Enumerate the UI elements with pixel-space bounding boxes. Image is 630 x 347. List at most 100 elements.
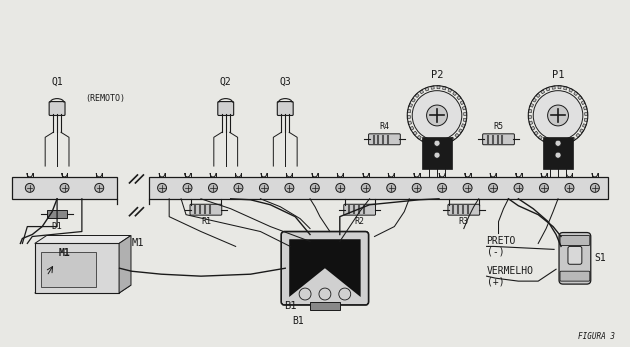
Polygon shape bbox=[580, 129, 584, 133]
Polygon shape bbox=[569, 88, 573, 92]
Polygon shape bbox=[445, 140, 449, 144]
Polygon shape bbox=[561, 142, 564, 145]
Polygon shape bbox=[457, 95, 461, 100]
Circle shape bbox=[514, 184, 523, 192]
FancyBboxPatch shape bbox=[560, 271, 590, 281]
Polygon shape bbox=[578, 95, 582, 100]
Circle shape bbox=[533, 91, 583, 140]
FancyBboxPatch shape bbox=[483, 134, 514, 145]
Polygon shape bbox=[536, 93, 540, 98]
Text: PRETO: PRETO bbox=[486, 236, 516, 246]
Circle shape bbox=[539, 184, 549, 192]
Circle shape bbox=[565, 184, 574, 192]
Polygon shape bbox=[558, 86, 561, 89]
Polygon shape bbox=[440, 142, 443, 145]
Polygon shape bbox=[574, 91, 578, 95]
Polygon shape bbox=[450, 137, 454, 141]
Polygon shape bbox=[413, 131, 417, 135]
FancyBboxPatch shape bbox=[568, 246, 582, 264]
Polygon shape bbox=[546, 87, 550, 91]
Polygon shape bbox=[437, 86, 440, 89]
Circle shape bbox=[434, 140, 440, 146]
Text: B1: B1 bbox=[284, 301, 297, 311]
Polygon shape bbox=[35, 285, 131, 293]
Text: FIGURA 3: FIGURA 3 bbox=[578, 332, 615, 341]
Text: P1: P1 bbox=[552, 70, 564, 80]
Text: Q1: Q1 bbox=[51, 77, 63, 87]
Polygon shape bbox=[584, 118, 588, 122]
Polygon shape bbox=[289, 239, 360, 297]
Circle shape bbox=[555, 152, 561, 158]
Polygon shape bbox=[529, 121, 532, 125]
Bar bbox=[310, 302, 340, 310]
Polygon shape bbox=[549, 141, 553, 145]
Circle shape bbox=[60, 184, 69, 192]
Polygon shape bbox=[552, 86, 555, 89]
Polygon shape bbox=[407, 116, 410, 119]
Circle shape bbox=[285, 184, 294, 192]
Polygon shape bbox=[529, 109, 532, 113]
Polygon shape bbox=[463, 118, 467, 122]
FancyBboxPatch shape bbox=[281, 231, 369, 305]
Circle shape bbox=[260, 184, 268, 192]
Circle shape bbox=[311, 184, 319, 192]
Circle shape bbox=[158, 184, 166, 192]
Polygon shape bbox=[431, 86, 434, 89]
Polygon shape bbox=[581, 101, 585, 104]
Text: VERMELHO: VERMELHO bbox=[486, 266, 534, 276]
Polygon shape bbox=[411, 98, 415, 102]
Polygon shape bbox=[576, 133, 580, 137]
Bar bbox=[13, 177, 117, 199]
FancyBboxPatch shape bbox=[218, 102, 234, 116]
Polygon shape bbox=[529, 116, 531, 119]
FancyBboxPatch shape bbox=[560, 236, 590, 245]
Polygon shape bbox=[455, 133, 459, 137]
Polygon shape bbox=[531, 126, 535, 130]
Polygon shape bbox=[555, 142, 558, 145]
Polygon shape bbox=[119, 236, 131, 293]
Polygon shape bbox=[448, 88, 452, 92]
Text: (-): (-) bbox=[486, 246, 504, 256]
FancyBboxPatch shape bbox=[369, 134, 400, 145]
Polygon shape bbox=[534, 131, 538, 135]
Polygon shape bbox=[425, 87, 429, 91]
Polygon shape bbox=[422, 139, 426, 143]
Bar bbox=[149, 177, 608, 199]
Circle shape bbox=[25, 184, 34, 192]
Text: M1: M1 bbox=[59, 248, 71, 259]
Polygon shape bbox=[530, 103, 534, 107]
FancyBboxPatch shape bbox=[190, 204, 222, 215]
Text: B1: B1 bbox=[292, 316, 304, 326]
Polygon shape bbox=[464, 112, 467, 116]
Text: D1: D1 bbox=[52, 222, 62, 231]
Polygon shape bbox=[409, 103, 413, 107]
Polygon shape bbox=[460, 101, 464, 104]
Polygon shape bbox=[543, 139, 547, 143]
Circle shape bbox=[183, 184, 192, 192]
Circle shape bbox=[463, 184, 472, 192]
Polygon shape bbox=[289, 239, 360, 297]
Text: (REMOTO): (REMOTO) bbox=[85, 94, 125, 103]
Polygon shape bbox=[538, 135, 542, 139]
Text: R2: R2 bbox=[355, 217, 365, 226]
Polygon shape bbox=[462, 106, 466, 110]
Circle shape bbox=[209, 184, 217, 192]
Circle shape bbox=[547, 105, 568, 126]
Polygon shape bbox=[541, 90, 545, 94]
Polygon shape bbox=[410, 126, 414, 130]
Polygon shape bbox=[453, 91, 457, 95]
Circle shape bbox=[94, 184, 104, 192]
Polygon shape bbox=[462, 124, 466, 128]
Bar bbox=[41, 252, 96, 287]
Polygon shape bbox=[35, 244, 119, 293]
Circle shape bbox=[427, 105, 447, 126]
Polygon shape bbox=[434, 142, 437, 145]
Bar bbox=[47, 210, 67, 218]
Polygon shape bbox=[35, 236, 131, 244]
Circle shape bbox=[590, 184, 599, 192]
Circle shape bbox=[489, 184, 498, 192]
Text: Q2: Q2 bbox=[220, 77, 232, 87]
Bar bbox=[422, 137, 452, 169]
FancyBboxPatch shape bbox=[49, 102, 65, 116]
Polygon shape bbox=[459, 129, 463, 133]
